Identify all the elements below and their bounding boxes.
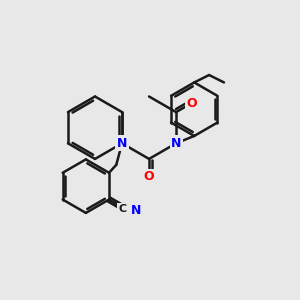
Text: N: N [131,204,141,217]
Text: O: O [144,170,154,183]
Text: C: C [118,204,126,214]
Text: N: N [171,137,181,150]
Text: N: N [117,137,127,150]
Text: O: O [186,97,197,110]
